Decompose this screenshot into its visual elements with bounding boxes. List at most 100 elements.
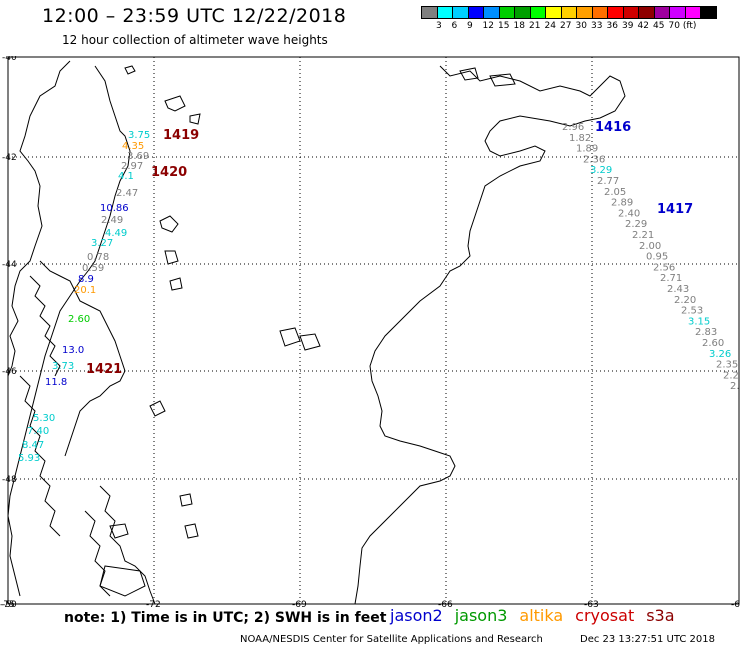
colorbar-swatch (669, 6, 686, 19)
longitude-label: -69 (292, 600, 307, 608)
longitude-label: -60 (731, 600, 740, 608)
colorbar-swatch (576, 6, 593, 19)
colorbar-swatch (591, 6, 608, 19)
wave-height-value: 3.29 (590, 165, 612, 176)
legend-item: jason3 (454, 606, 508, 625)
wave-height-value: 3.75 (128, 130, 150, 141)
wave-height-value: 2.20 (674, 295, 696, 306)
latitude-label: -40 (2, 56, 17, 63)
colorbar-swatch (638, 6, 655, 19)
wave-height-value: 2.05 (604, 187, 626, 198)
satellite-legend: jason2 jason3 altika cryosat s3a (390, 606, 687, 625)
latitude-label: -44 (2, 260, 17, 270)
longitude-label: -63 (584, 600, 599, 608)
colorbar-swatch (452, 6, 469, 19)
wave-height-value: 2.60 (68, 314, 90, 325)
longitude-labels: -75 -72 -69 -66 -63 -60 (0, 600, 740, 608)
colorbar-swatch (622, 6, 639, 19)
wave-values-west-track: 3.754.353.692.974.1 2.47 10.862.49 4.493.27… (18, 130, 150, 464)
colorbar-label: 21 (529, 21, 541, 31)
wave-height-value: 11.8 (45, 377, 67, 388)
wave-height-value: 2.83 (695, 327, 717, 338)
pass-label: 1420 (151, 165, 187, 180)
wave-height-value: 2.56 (653, 262, 675, 273)
latitude-label: -42 (2, 153, 17, 163)
colorbar-swatch (436, 6, 453, 19)
wave-height-value: 1.89 (576, 144, 598, 155)
wave-height-value: 3.27 (91, 238, 113, 249)
wave-height-value: 2.89 (611, 198, 633, 209)
colorbar-swatch (653, 6, 670, 19)
colorbar-swatch (467, 6, 484, 19)
legend-item: altika (519, 606, 564, 625)
wave-height-value: 0.78 (87, 252, 109, 263)
wave-height-value: 7.40 (27, 426, 49, 437)
wave-height-value: 2.00 (639, 241, 661, 252)
colorbar-swatch (607, 6, 624, 19)
wave-height-value: 4.1 (118, 171, 134, 182)
wave-height-value: 2.71 (660, 273, 682, 284)
colorbar-label: 33 (591, 21, 603, 31)
colorbar-label: 70 (ft) (668, 21, 697, 31)
colorbar-swatch (483, 6, 500, 19)
gridlines (8, 57, 739, 604)
altimeter-map: -40-42-44-46-48-50 -75-72-69-66-63-60 14… (0, 56, 740, 608)
wave-height-value: 2.21 (632, 230, 654, 241)
wave-height-value: 20.1 (74, 285, 96, 296)
wave-height-value: 3.26 (709, 349, 731, 360)
colorbar-label: 18 (513, 21, 525, 31)
wave-height-value: 13.0 (62, 345, 84, 356)
map-frame (7, 56, 740, 605)
colorbar-swatch (700, 6, 717, 19)
legend-item: jason2 (390, 606, 443, 625)
latitude-label: -50 (2, 600, 17, 608)
colorbar-label: 36 (606, 21, 618, 31)
pass-label: 1417 (657, 202, 693, 217)
colorbar-swatch (514, 6, 531, 19)
wave-height-value: 10.86 (100, 203, 129, 214)
legend-item: cryosat (575, 606, 635, 625)
colorbar-label: 9 (467, 21, 473, 31)
colorbar-swatch (498, 6, 515, 19)
colorbar-swatch (684, 6, 701, 19)
page-subtitle: 12 hour collection of altimeter wave hei… (62, 33, 328, 47)
wave-height-value: 2.97 (121, 161, 143, 172)
longitude-label: -66 (438, 600, 453, 608)
wave-height-value: 2.40 (618, 208, 640, 219)
wave-height-value: 2.2 (723, 370, 739, 381)
wave-height-value: 2.47 (116, 188, 138, 199)
longitude-label: -72 (146, 600, 161, 608)
wave-height-value: 2.53 (681, 306, 703, 317)
wave-height-value: 0.95 (646, 252, 668, 263)
footer-date: Dec 23 13:27:51 UTC 2018 (580, 634, 715, 645)
wave-height-colorbar (421, 6, 717, 19)
pass-label: 1419 (163, 128, 199, 143)
wave-height-value: 0.59 (82, 263, 104, 274)
wave-height-value: 3.15 (688, 316, 710, 327)
wave-height-value: 8.47 (22, 440, 44, 451)
wave-height-value: 2.60 (702, 338, 724, 349)
latitude-label: -48 (2, 475, 17, 485)
wave-height-value: 2. (730, 381, 740, 392)
colorbar-label: 24 (544, 21, 556, 31)
wave-height-value: 3.69 (127, 151, 149, 162)
coastline (7, 60, 626, 605)
wave-height-value: 2.49 (101, 215, 123, 226)
colorbar-label: 15 (498, 21, 510, 31)
longitude-label: -75 (0, 600, 15, 608)
wave-height-value: 4.49 (105, 228, 127, 239)
wave-height-value: 1.82 (569, 133, 591, 144)
colorbar-swatch (529, 6, 546, 19)
wave-height-value: 5.30 (33, 413, 55, 424)
wave-height-value: 2.43 (667, 284, 689, 295)
colorbar-swatch (560, 6, 577, 19)
page-title: 12:00 – 23:59 UTC 12/22/2018 (42, 5, 347, 27)
wave-height-value: 2.77 (597, 176, 619, 187)
wave-height-value: 2.35 (716, 360, 738, 371)
colorbar-label: 39 (622, 21, 634, 31)
units-note: note: 1) Time is in UTC; 2) SWH is in fe… (64, 610, 387, 626)
wave-height-value: 5.93 (18, 453, 40, 464)
colorbar-label: 30 (575, 21, 587, 31)
colorbar-label: 42 (637, 21, 649, 31)
pass-label: 1421 (86, 362, 122, 377)
